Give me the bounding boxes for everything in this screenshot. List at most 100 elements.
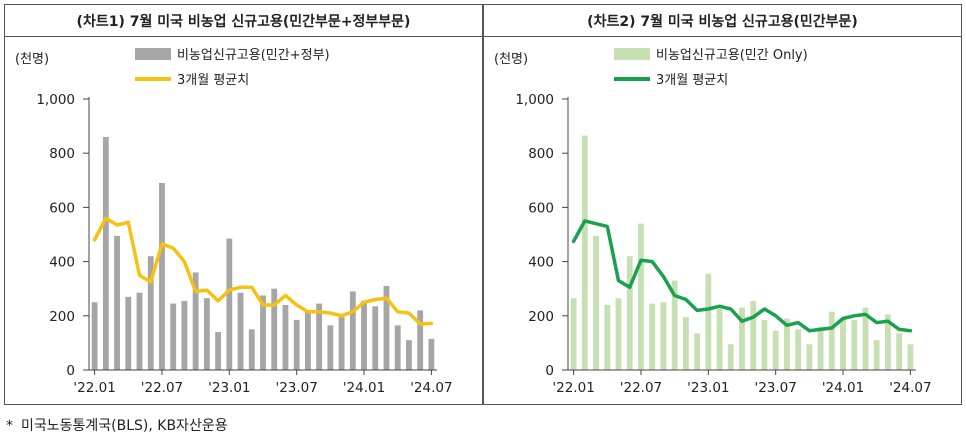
bar (649, 303, 656, 370)
bar (304, 310, 311, 370)
bar (226, 238, 233, 370)
bar (840, 319, 846, 370)
legend-line-label: 3개월 평균치 (656, 73, 728, 88)
source-text: 미국노동통계국(BLS), KB자산운용 (21, 418, 228, 434)
bar (248, 329, 255, 370)
bar (147, 256, 154, 370)
bar (772, 330, 779, 370)
legend-bar-swatch (135, 48, 171, 60)
bar (750, 300, 757, 370)
bar (694, 333, 701, 370)
bar (705, 273, 712, 370)
x-tick-label: '23.07 (275, 380, 317, 396)
bar (203, 298, 210, 370)
x-tick-label: '24.01 (343, 380, 385, 396)
y-tick-label: 800 (528, 146, 554, 162)
chart-title: (차트2) 7월 미국 비농업 신규고용(민간부문) (484, 5, 961, 37)
x-tick-label: '23.01 (687, 380, 729, 396)
bar (417, 310, 424, 370)
bar (181, 300, 188, 370)
source-marker: * (6, 418, 13, 434)
x-tick-label: '22.07 (141, 380, 183, 396)
bar (125, 296, 132, 370)
legend-bar-label: 비농업신규고용(민간 Only) (656, 48, 808, 63)
legend-bar-label: 비농업신규고용(민간+정부) (177, 48, 330, 63)
x-tick-label: '23.07 (754, 380, 796, 396)
chart-panel-left: (차트1) 7월 미국 비농업 신규고용(민간부문+정부부문) (천명) 0 200… (4, 4, 483, 405)
x-tick-label: '22.07 (620, 380, 662, 396)
bar (896, 333, 903, 370)
legend-bar-swatch (614, 48, 650, 60)
x-tick-label: '24.07 (410, 380, 452, 396)
bar (372, 306, 379, 370)
y-unit-label: (천명) (494, 52, 528, 67)
bar (581, 135, 588, 370)
y-tick-label: 400 (49, 255, 75, 271)
y-unit-label: (천명) (15, 52, 49, 67)
bar (828, 311, 835, 370)
bar (102, 136, 109, 370)
bar (293, 319, 300, 370)
bar (215, 332, 222, 370)
y-tick-label: 1,000 (515, 92, 554, 108)
bar (394, 325, 401, 370)
legend-line-label: 3개월 평균치 (177, 73, 249, 88)
y-tick-label: 0 (66, 363, 75, 379)
bar (682, 317, 689, 370)
x-tick-label: '24.01 (822, 380, 864, 396)
y-tick-label: 600 (49, 200, 75, 216)
y-tick-label: 1,000 (36, 92, 75, 108)
bar (604, 304, 611, 370)
bar (383, 285, 390, 370)
bar (615, 298, 622, 370)
chart-title: (차트1) 7월 미국 비농업 신규고용(민간부문+정부부문) (5, 5, 482, 37)
bar (873, 340, 880, 370)
bar (338, 317, 345, 370)
x-tick-label: '22.01 (73, 380, 115, 396)
bar (862, 307, 869, 370)
bar (282, 304, 289, 370)
bar (260, 295, 266, 370)
bar (885, 314, 891, 370)
y-tick-label: 600 (528, 200, 554, 216)
bar (271, 288, 278, 370)
bar (91, 302, 98, 370)
bar (795, 329, 802, 370)
bar (361, 300, 367, 370)
y-tick-label: 0 (545, 363, 554, 379)
bar (159, 183, 165, 370)
bar (727, 344, 734, 370)
y-tick-label: 200 (49, 309, 75, 325)
bar (570, 298, 577, 370)
bar (817, 326, 824, 370)
y-tick-label: 200 (528, 309, 554, 325)
bar (739, 307, 745, 370)
chart-svg-right: (천명) 0 200 400 600 800 1,000 '22.01 '22.07 '23.01… (494, 48, 932, 396)
bar (136, 292, 143, 370)
bar (716, 309, 723, 370)
bar (783, 318, 790, 370)
source-note: * 미국노동통계국(BLS), KB자산운용 (6, 415, 228, 435)
bar (237, 292, 244, 370)
chart-panel-right: (차트2) 7월 미국 비농업 신규고용(민간부문) (천명) 0 200 400 60… (483, 4, 962, 405)
bar (626, 256, 633, 370)
x-tick-label: '23.01 (208, 380, 250, 396)
bar (851, 319, 858, 370)
bar (907, 344, 914, 370)
y-tick-label: 400 (528, 255, 554, 271)
bar (406, 340, 412, 370)
bar (638, 223, 644, 370)
x-tick-label: '22.01 (552, 380, 594, 396)
bar (349, 291, 356, 370)
chart-svg-left: (천명) 0 200 400 600 800 1,000 '22.01 '22.07 '23.01… (15, 48, 453, 396)
bar (170, 303, 177, 370)
y-tick-label: 800 (49, 146, 75, 162)
bar (593, 235, 599, 370)
bar (428, 338, 435, 370)
bar (671, 280, 678, 370)
bar (327, 325, 334, 370)
bar (316, 303, 323, 370)
bar (806, 344, 813, 370)
x-tick-label: '24.07 (889, 380, 931, 396)
bar (761, 319, 768, 370)
